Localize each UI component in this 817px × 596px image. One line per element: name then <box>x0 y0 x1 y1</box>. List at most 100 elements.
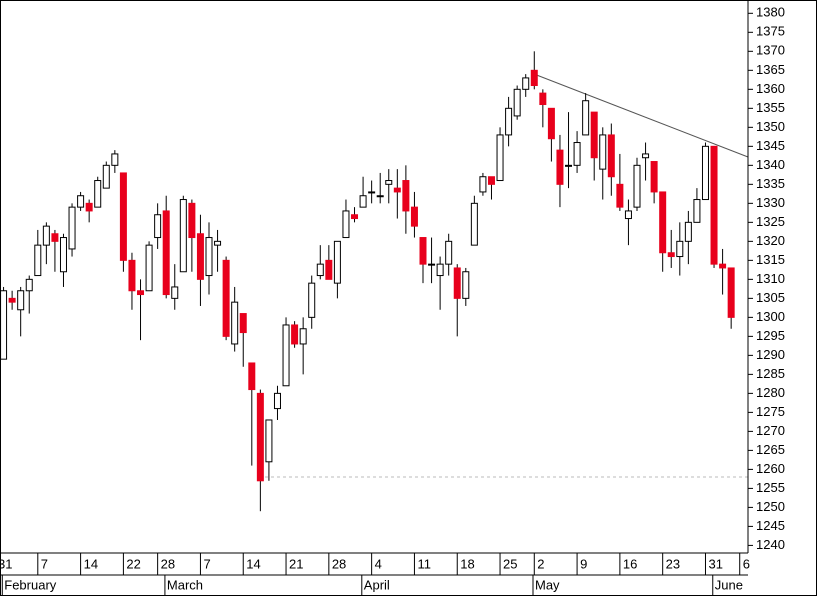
candle-body <box>642 153 650 159</box>
candle-body <box>659 191 667 254</box>
candle-body <box>171 286 179 299</box>
candle-body <box>393 187 401 193</box>
candle-body <box>299 328 307 345</box>
month-label: March <box>167 577 203 592</box>
candle-body <box>487 176 495 185</box>
candle-body <box>410 206 418 227</box>
candle-body <box>693 199 701 223</box>
y-tick-label: 1355 <box>756 100 785 115</box>
y-tick-label: 1345 <box>756 138 785 153</box>
candle-body <box>624 210 632 220</box>
candle-body <box>42 225 50 246</box>
candle-body <box>145 244 153 292</box>
y-tick-label: 1380 <box>756 5 785 20</box>
candle-body <box>719 263 727 269</box>
candle-body <box>239 313 247 334</box>
y-tick-label: 1350 <box>756 119 785 134</box>
candle-body <box>273 392 281 410</box>
y-tick-label: 1315 <box>756 252 785 267</box>
candle-body <box>214 240 222 246</box>
candle-body <box>453 267 461 299</box>
candle-body <box>0 290 8 360</box>
candle-body <box>684 221 692 242</box>
candle-body <box>59 237 67 273</box>
candle-body <box>513 88 521 117</box>
candle-body <box>530 69 538 87</box>
y-tick-label: 1255 <box>756 480 785 495</box>
candle-body <box>316 263 324 277</box>
candle-body <box>522 77 530 90</box>
candle-body <box>368 191 376 194</box>
x-tick-label: 11 <box>417 556 431 571</box>
x-tick-label: 2 <box>537 556 544 571</box>
candle-body <box>119 172 127 261</box>
candle-body <box>128 259 136 292</box>
candle-body <box>205 237 213 277</box>
candle-body <box>650 161 658 193</box>
candle-body <box>556 149 564 185</box>
candle-body <box>496 134 504 182</box>
y-tick-label: 1310 <box>756 271 785 286</box>
candle-body <box>256 392 264 482</box>
candle-body <box>436 263 444 277</box>
y-tick-label: 1265 <box>756 442 785 457</box>
candle-body <box>633 164 641 208</box>
y-tick-label: 1370 <box>756 43 785 58</box>
x-tick-label: 18 <box>460 556 474 571</box>
y-tick-label: 1360 <box>756 81 785 96</box>
candle-body <box>85 202 93 212</box>
y-tick-label: 1375 <box>756 24 785 39</box>
candle-body <box>196 233 204 280</box>
x-tick-label: 4 <box>375 556 382 571</box>
x-tick-label: 6 <box>743 556 750 571</box>
month-label: May <box>535 577 560 592</box>
y-tick-label: 1365 <box>756 62 785 77</box>
candle-body <box>17 290 25 311</box>
candle-body <box>505 107 513 136</box>
y-tick-label: 1270 <box>756 423 785 438</box>
y-tick-label: 1335 <box>756 176 785 191</box>
candle-body <box>599 134 607 170</box>
month-label: April <box>364 577 390 592</box>
candle-body <box>282 324 290 387</box>
candle-body <box>333 240 341 284</box>
y-tick-label: 1305 <box>756 290 785 305</box>
candle-body <box>265 419 273 463</box>
candle-body <box>222 259 230 337</box>
x-tick-label: 25 <box>503 556 517 571</box>
candle-body <box>25 278 33 292</box>
candle-body <box>667 252 675 258</box>
y-tick-label: 1280 <box>756 385 785 400</box>
x-tick-label: 23 <box>666 556 680 571</box>
candle-body <box>179 199 187 273</box>
candle-body <box>547 107 555 140</box>
candle-body <box>445 240 453 265</box>
x-tick-label: 9 <box>580 556 587 571</box>
candle-body <box>590 111 598 159</box>
candle-body <box>385 180 393 185</box>
y-tick-label: 1295 <box>756 328 785 343</box>
candle-body <box>582 100 590 136</box>
x-tick-label: 7 <box>203 556 210 571</box>
candle-body <box>539 92 547 106</box>
candle-body <box>102 164 110 189</box>
candle-body <box>231 301 239 345</box>
y-tick-label: 1240 <box>756 537 785 552</box>
candle-body <box>325 259 333 280</box>
x-tick-label: 31 <box>708 556 722 571</box>
y-tick-label: 1320 <box>756 233 785 248</box>
candle-body <box>616 183 624 208</box>
candle-body <box>710 145 718 265</box>
candle-body <box>419 237 427 265</box>
y-tick-label: 1260 <box>756 461 785 476</box>
candle-body <box>351 214 359 220</box>
y-tick-label: 1340 <box>756 157 785 172</box>
x-tick-label: 14 <box>246 556 260 571</box>
x-tick-label: 21 <box>289 556 303 571</box>
candle-body <box>188 202 196 239</box>
month-label: February <box>4 577 57 592</box>
month-label: June <box>715 577 743 592</box>
candle-body <box>376 195 384 198</box>
